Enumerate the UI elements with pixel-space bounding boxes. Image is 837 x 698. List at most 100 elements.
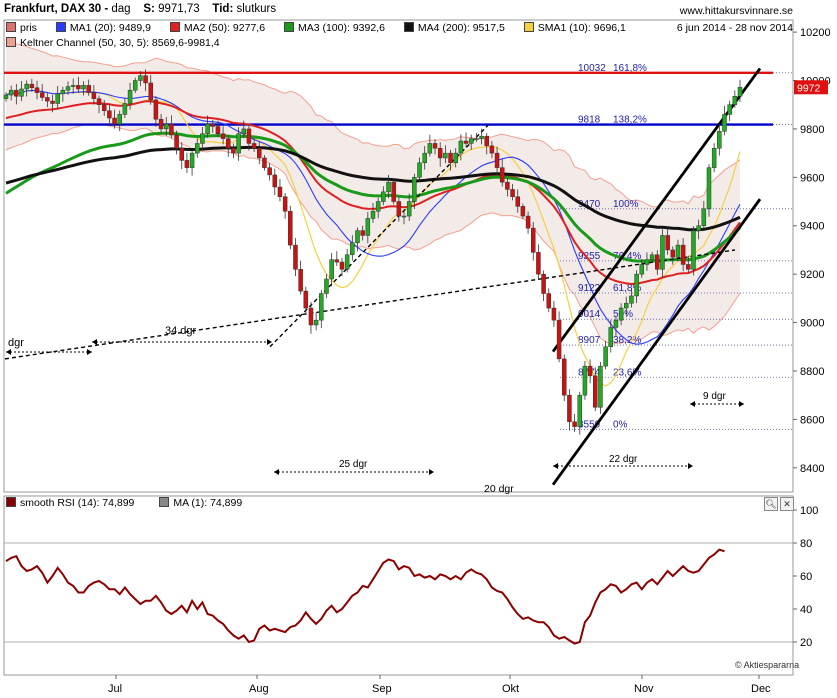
candle-body [536,252,541,275]
fib-pct-label: 100% [613,199,639,210]
legend-label: smooth RSI (14): 74,899 [20,497,135,509]
candle-body [45,97,50,102]
candle-body [634,273,639,297]
legend-swatch [403,22,414,32]
month-label: Aug [249,683,269,695]
month-label: Sep [372,683,392,695]
candle-body [205,123,210,135]
fib-pct-label: 0% [613,419,628,430]
candle-body [163,123,169,130]
fib-price-label: 9122 [578,283,601,294]
close-value: 9971,73 [158,3,200,15]
candle-body [696,225,701,231]
time-value: slutkurs [236,3,277,15]
candle-body [686,264,691,270]
legend-swatch [523,22,534,32]
legend-label: MA (1): 74,899 [173,497,243,509]
candle-body [406,201,412,217]
candle-body [272,174,278,188]
annotation-dgr: dgr [8,337,24,349]
rsi-tick-label: 60 [800,571,812,583]
candle-body [701,208,707,226]
candle-body [567,394,572,423]
candle-body [505,181,510,190]
candle-body [530,227,536,253]
candle-body [8,89,14,96]
month-label: Dec [751,683,771,695]
candle-body [541,273,546,294]
candle-body [169,123,174,136]
candle-body [257,148,262,159]
candle-body [572,421,577,427]
legend-item-ma3: MA3 (100): 9392,6 [283,22,385,34]
legend-item-pris: pris [6,22,37,34]
legend-item-ma1: MA1 (20): 9489,9 [55,22,151,34]
candle-body [722,114,727,132]
candle-body [246,128,252,144]
annotation-25dgr: 25 dgr [339,459,368,470]
price-tick-label: 9400 [800,221,824,233]
candle-body [138,75,143,81]
candle-body [50,100,55,104]
candle-body [717,131,722,149]
candle-body [76,85,81,90]
period-label: dag [111,3,131,15]
candle-body [412,177,417,202]
candle-body [546,293,551,309]
candle-body [644,259,650,265]
legend-item-rsi-ma: MA (1): 74,899 [159,497,242,509]
candle-body [132,80,138,91]
candle-body [624,302,629,309]
candle-body [308,307,314,326]
candle-body [189,152,195,168]
candle-body [629,295,634,304]
candle-body [143,75,148,84]
candle-body [303,290,309,309]
candle-body [484,135,489,147]
candle-body [458,140,464,154]
candle-body [443,152,448,159]
candle-body [158,118,164,130]
candle-body [334,259,340,263]
candle-body [598,365,603,408]
candle-body [494,152,500,168]
candle-body [427,143,433,154]
last-price-tag-label: 9972 [797,82,821,94]
rsi-legend: smooth RSI (14): 74,899 MA (1): 74,899 [6,497,258,510]
candle-body [288,210,293,246]
legend-label: pris [20,22,37,34]
month-label: Okt [502,683,519,695]
candle-body [14,89,19,97]
candle-body [639,264,645,275]
price-tick-label: 9000 [800,318,824,330]
candle-body [732,95,738,105]
candle-body [179,148,184,161]
rsi-tick-label: 40 [800,604,812,616]
last-price-tag [794,80,828,95]
price-legend-row-1: pris MA1 (20): 9489,9 MA2 (50): 9277,6 M… [6,22,642,35]
candle-body [391,181,396,202]
legend-item-sma1: SMA1 (10): 9696,1 [523,22,626,34]
candle-body [65,86,71,91]
ma4-line [5,145,741,232]
fib-pct-label: 138,2% [613,115,647,126]
candle-body [396,201,402,217]
candle-body [417,162,422,178]
legend-label: MA4 (200): 9517,5 [417,22,505,34]
candle-body [660,235,665,270]
price-tick-label: 9800 [800,124,824,136]
close-panel-icon[interactable]: ✕ [780,497,794,511]
legend-swatch [6,37,16,47]
candle-body [81,85,86,90]
candle-body [375,201,381,212]
candle-body [241,128,247,135]
zoom-icon[interactable]: 🔍︎ [764,497,778,511]
candle-body [29,83,35,89]
trend-line-dashed-rise [269,124,489,348]
candle-body [313,319,319,326]
fib-price-label: 10032 [578,63,606,74]
legend-swatch [283,22,294,32]
candle-body [195,143,200,154]
annotation-22dgr: 22 dgr [609,454,638,465]
